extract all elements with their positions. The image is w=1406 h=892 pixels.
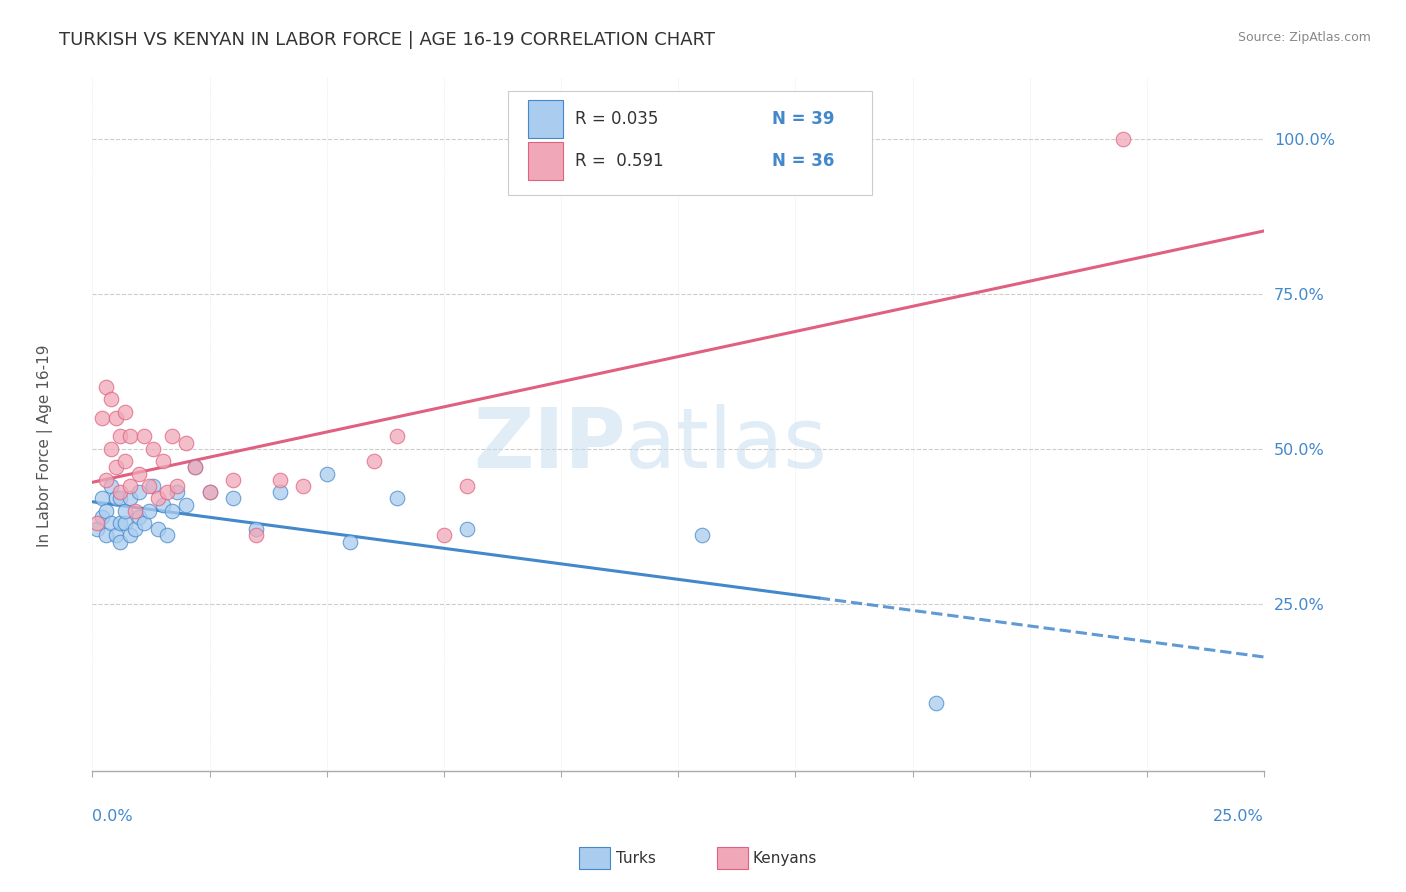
Point [174,498,197,512]
Point [138,479,160,493]
Point [110,485,132,500]
Text: ZIP: ZIP [472,404,626,485]
Point [152,498,174,512]
Point [114,516,136,530]
Point [96,473,118,487]
Point [100,479,122,493]
FancyBboxPatch shape [509,91,872,195]
Point [142,479,165,493]
Point [128,510,150,524]
Point [86,522,108,536]
Point [198,485,221,500]
Point [96,528,118,542]
Text: In Labor Force | Age 16-19: In Labor Force | Age 16-19 [37,344,53,548]
Point [100,516,122,530]
Text: Source: ZipAtlas.com: Source: ZipAtlas.com [1237,31,1371,45]
Point [292,479,315,493]
Text: R =  0.591: R = 0.591 [575,152,664,169]
Text: 0.0%: 0.0% [93,809,134,824]
Point [90,510,112,524]
Point [385,429,408,443]
Point [385,491,408,506]
Point [925,696,948,710]
Point [132,429,155,443]
Point [90,410,112,425]
Point [138,504,160,518]
Point [104,528,127,542]
Point [114,504,136,518]
Point [146,522,169,536]
Point [118,479,141,493]
FancyBboxPatch shape [529,142,564,179]
Point [433,528,456,542]
Point [198,485,221,500]
Point [160,429,183,443]
Point [315,467,337,481]
Text: Kenyans: Kenyans [752,851,817,865]
Point [245,528,267,542]
Point [128,485,150,500]
Point [104,491,127,506]
Text: TURKISH VS KENYAN IN LABOR FORCE | AGE 16-19 CORRELATION CHART: TURKISH VS KENYAN IN LABOR FORCE | AGE 1… [59,31,716,49]
Text: N = 39: N = 39 [772,110,834,128]
Point [156,485,179,500]
Point [114,454,136,468]
Point [142,442,165,456]
Point [132,516,155,530]
Point [339,534,361,549]
Point [104,460,127,475]
Point [86,516,108,530]
Text: 25.0%: 25.0% [1213,809,1264,824]
Point [104,410,127,425]
Point [156,528,179,542]
Point [110,534,132,549]
Point [146,491,169,506]
Point [456,479,478,493]
Point [118,491,141,506]
Point [110,429,132,443]
FancyBboxPatch shape [529,100,564,138]
Point [269,485,291,500]
Text: atlas: atlas [626,404,827,485]
Point [118,429,141,443]
Point [166,479,188,493]
Point [222,473,245,487]
Point [96,380,118,394]
Point [166,485,188,500]
Point [363,454,385,468]
Point [245,522,267,536]
Point [690,528,713,542]
Point [114,405,136,419]
Point [100,442,122,456]
Point [222,491,245,506]
Point [110,491,132,506]
Point [90,491,112,506]
Point [269,473,291,487]
Text: Turks: Turks [616,851,655,865]
Point [118,528,141,542]
Point [160,504,183,518]
Point [184,460,207,475]
Point [456,522,478,536]
Point [128,467,150,481]
Point [110,516,132,530]
Point [184,460,207,475]
Point [174,435,197,450]
Point [96,504,118,518]
Point [152,454,174,468]
Text: R = 0.035: R = 0.035 [575,110,658,128]
Point [124,504,146,518]
Point [124,522,146,536]
Point [1112,132,1135,146]
Text: N = 36: N = 36 [772,152,834,169]
Point [100,392,122,407]
